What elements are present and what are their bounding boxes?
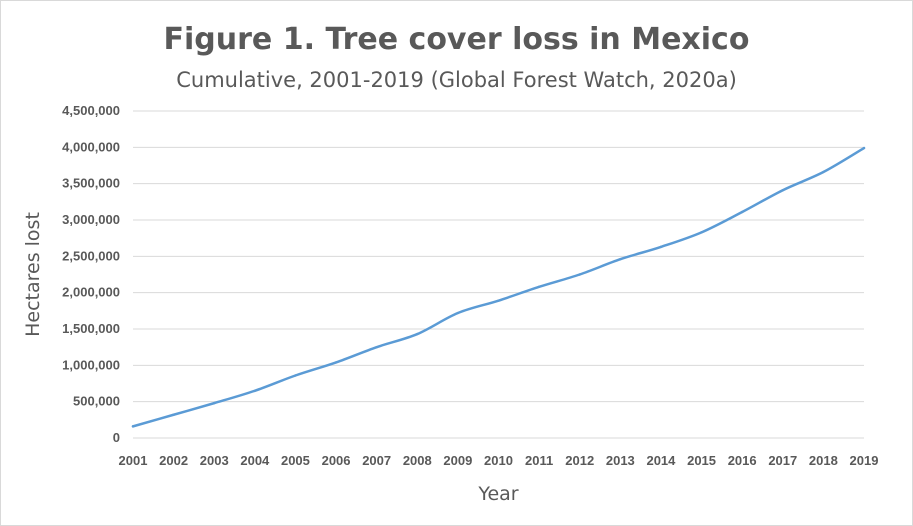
- x-tick-label: 2012: [565, 453, 594, 468]
- x-axis-ticks: 2001 2002 2003 2004 2005 2006 2007 2008 2009 2010…: [119, 453, 879, 468]
- series-line: [131, 146, 866, 428]
- data-point: [578, 273, 581, 276]
- data-point: [781, 189, 784, 192]
- data-point: [456, 311, 460, 315]
- y-tick-label: 1,000,000: [62, 357, 120, 372]
- y-axis-ticks: 0 500,000 1,000,000 1,500,000 2,000,000 2,500…: [62, 103, 120, 445]
- data-point: [172, 413, 175, 416]
- x-tick-label: 2017: [768, 453, 797, 468]
- y-tick-label: 4,000,000: [62, 139, 120, 154]
- data-point: [497, 299, 500, 302]
- data-point: [131, 425, 135, 428]
- x-tick-label: 2001: [119, 453, 148, 468]
- x-tick-label: 2014: [646, 453, 676, 468]
- data-point: [659, 245, 663, 249]
- chart-title: Figure 1. Tree cover loss in Mexico: [163, 22, 750, 57]
- data-point: [700, 231, 703, 234]
- data-point: [822, 170, 825, 174]
- x-tick-label: 2005: [281, 453, 310, 468]
- data-point: [213, 401, 216, 405]
- data-point: [334, 361, 338, 364]
- x-tick-label: 2016: [728, 453, 757, 468]
- y-tick-label: 4,500,000: [62, 103, 120, 118]
- series-layer: [131, 146, 866, 428]
- x-tick-label: 2003: [200, 453, 229, 468]
- data-point: [375, 345, 378, 349]
- x-tick-label: 2015: [687, 453, 716, 468]
- data-point: [619, 258, 622, 261]
- x-tick-label: 2018: [809, 453, 838, 468]
- data-point: [416, 332, 419, 336]
- y-tick-label: 0: [113, 430, 120, 445]
- x-tick-label: 2011: [525, 453, 553, 468]
- y-tick-label: 500,000: [73, 394, 120, 409]
- x-tick-label: 2009: [443, 453, 472, 468]
- y-tick-label: 2,500,000: [62, 248, 120, 263]
- x-tick-label: 2010: [484, 453, 513, 468]
- x-tick-label: 2004: [240, 453, 270, 468]
- y-tick-label: 1,500,000: [62, 321, 120, 336]
- x-tick-label: 2019: [850, 453, 879, 468]
- x-tick-label: 2007: [362, 453, 391, 468]
- data-point: [253, 389, 257, 392]
- gridlines: [133, 110, 864, 403]
- y-tick-label: 3,500,000: [62, 176, 120, 191]
- y-tick-label: 2,000,000: [62, 285, 120, 300]
- y-axis-title: Hectares lost: [22, 212, 44, 337]
- x-axis-title: Year: [477, 483, 518, 505]
- chart-subtitle: Cumulative, 2001-2019 (Global Forest Wat…: [176, 68, 737, 92]
- data-point: [294, 374, 297, 377]
- x-tick-label: 2006: [322, 453, 351, 468]
- x-tick-label: 2008: [403, 453, 432, 468]
- x-tick-label: 2013: [606, 453, 635, 468]
- data-point: [537, 285, 541, 289]
- data-point: [740, 210, 744, 214]
- data-point: [862, 146, 866, 150]
- y-tick-label: 3,000,000: [62, 212, 120, 227]
- x-tick-label: 2002: [159, 453, 188, 468]
